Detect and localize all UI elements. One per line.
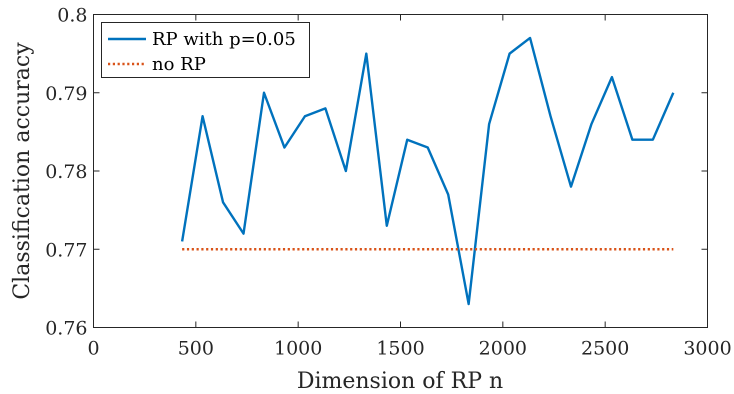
x-tick-label: 0 (87, 338, 99, 360)
legend: RP with p=0.05 no RP (101, 22, 310, 78)
x-tick-label: 1500 (376, 338, 424, 360)
y-tick-label: 0.77 (45, 239, 87, 261)
plot-area (180, 36, 675, 306)
x-tick-label: 3000 (683, 338, 731, 360)
legend-box (101, 22, 310, 78)
legend-entry-rp: RP with p=0.05 (152, 29, 296, 50)
x-tick-label: 2000 (479, 338, 527, 360)
x-axis-label: Dimension of RP n (297, 369, 503, 394)
legend-entry-no-rp: no RP (152, 54, 206, 75)
y-tick-label: 0.79 (45, 83, 87, 105)
axis-ticks: 0 500 1000 1500 2000 2500 3000 0.76 0.77 0.78 0.79… (45, 5, 731, 360)
x-tick-label: 500 (178, 338, 214, 360)
y-tick-label: 0.76 (45, 318, 87, 340)
y-axis-label: Classification accuracy (10, 42, 35, 300)
y-tick-label: 0.8 (57, 5, 87, 27)
series-line-0 (180, 36, 675, 306)
x-tick-label: 1000 (274, 338, 322, 360)
y-tick-label: 0.78 (45, 161, 87, 183)
x-tick-label: 2500 (581, 338, 629, 360)
